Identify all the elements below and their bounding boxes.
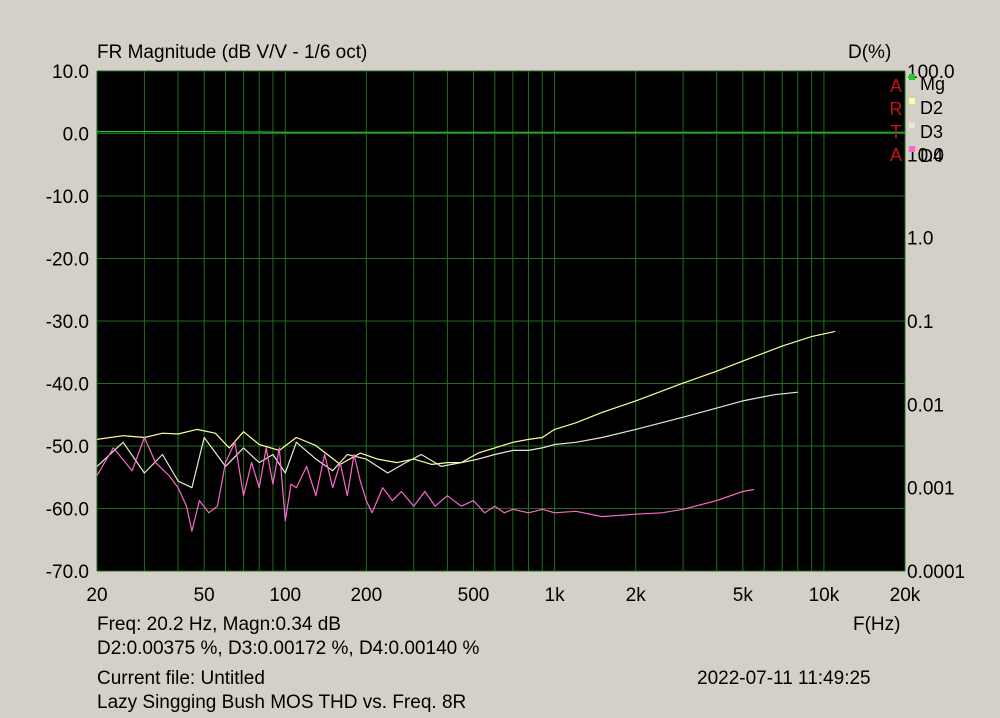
y2-tick-label: 100.0 [907, 62, 955, 83]
y2-tick-label: 0.01 [907, 395, 944, 416]
x-tick-label: 20k [890, 585, 921, 606]
x-tick-label: 20 [86, 585, 107, 606]
y2-tick-label: 10.0 [907, 145, 944, 166]
cursor-readout-distortion: D2:0.00375 %, D3:0.00172 %, D4:0.00140 % [97, 638, 480, 659]
right-axis-title: D(%) [848, 42, 892, 63]
current-file-label: Current file: Untitled [97, 668, 265, 689]
series-line-d2 [96, 330, 836, 465]
cursor-readout-freq: Freq: 20.2 Hz, Magn:0.34 dB [97, 614, 341, 635]
y-tick-label: -40.0 [46, 375, 89, 396]
x-tick-label: 2k [626, 585, 647, 606]
legend-swatch-d2 [909, 98, 915, 104]
x-tick-label: 1k [545, 585, 566, 606]
watermark-letter: R [890, 99, 903, 119]
series-line-d4 [96, 436, 755, 532]
watermark-letter: T [891, 122, 902, 142]
x-tick-label: 10k [809, 585, 840, 606]
y-tick-label: -30.0 [46, 312, 89, 333]
x-tick-label: 50 [194, 585, 215, 606]
y2-tick-label: 0.0001 [907, 562, 965, 583]
watermark-letter: A [890, 76, 902, 96]
y-tick-label: 0.0 [63, 125, 89, 146]
legend-label-mg: Mg [920, 74, 945, 94]
y-tick-label: 10.0 [52, 62, 89, 83]
x-axis-label: F(Hz) [853, 614, 901, 635]
legend-label-d2: D2 [920, 98, 943, 118]
measurement-description: Lazy Singging Bush MOS THD vs. Freq. 8R [97, 692, 467, 713]
y-tick-label: -50.0 [46, 437, 89, 458]
x-tick-label: 200 [350, 585, 382, 606]
legend-label-d3: D3 [920, 122, 943, 142]
y-tick-label: -70.0 [46, 562, 89, 583]
series-line-d3 [96, 391, 798, 489]
y2-tick-label: 1.0 [907, 229, 933, 250]
timestamp: 2022-07-11 11:49:25 [697, 668, 871, 689]
watermark-letter: A [890, 145, 902, 165]
y2-tick-label: 0.1 [907, 312, 933, 333]
y-tick-label: -60.0 [46, 500, 89, 521]
legend-swatch-d3 [909, 122, 915, 128]
x-tick-label: 5k [733, 585, 754, 606]
legend-swatch-mg [909, 74, 915, 80]
y2-tick-label: 0.001 [907, 479, 955, 500]
series-line-mg [97, 131, 905, 133]
y-tick-label: -10.0 [46, 187, 89, 208]
legend-swatch-d4 [909, 146, 915, 152]
y-tick-label: -20.0 [46, 250, 89, 271]
x-tick-label: 100 [269, 585, 301, 606]
legend-label-d4: D4 [920, 146, 943, 166]
x-tick-label: 500 [458, 585, 490, 606]
chart-title: FR Magnitude (dB V/V - 1/6 oct) [97, 42, 368, 63]
